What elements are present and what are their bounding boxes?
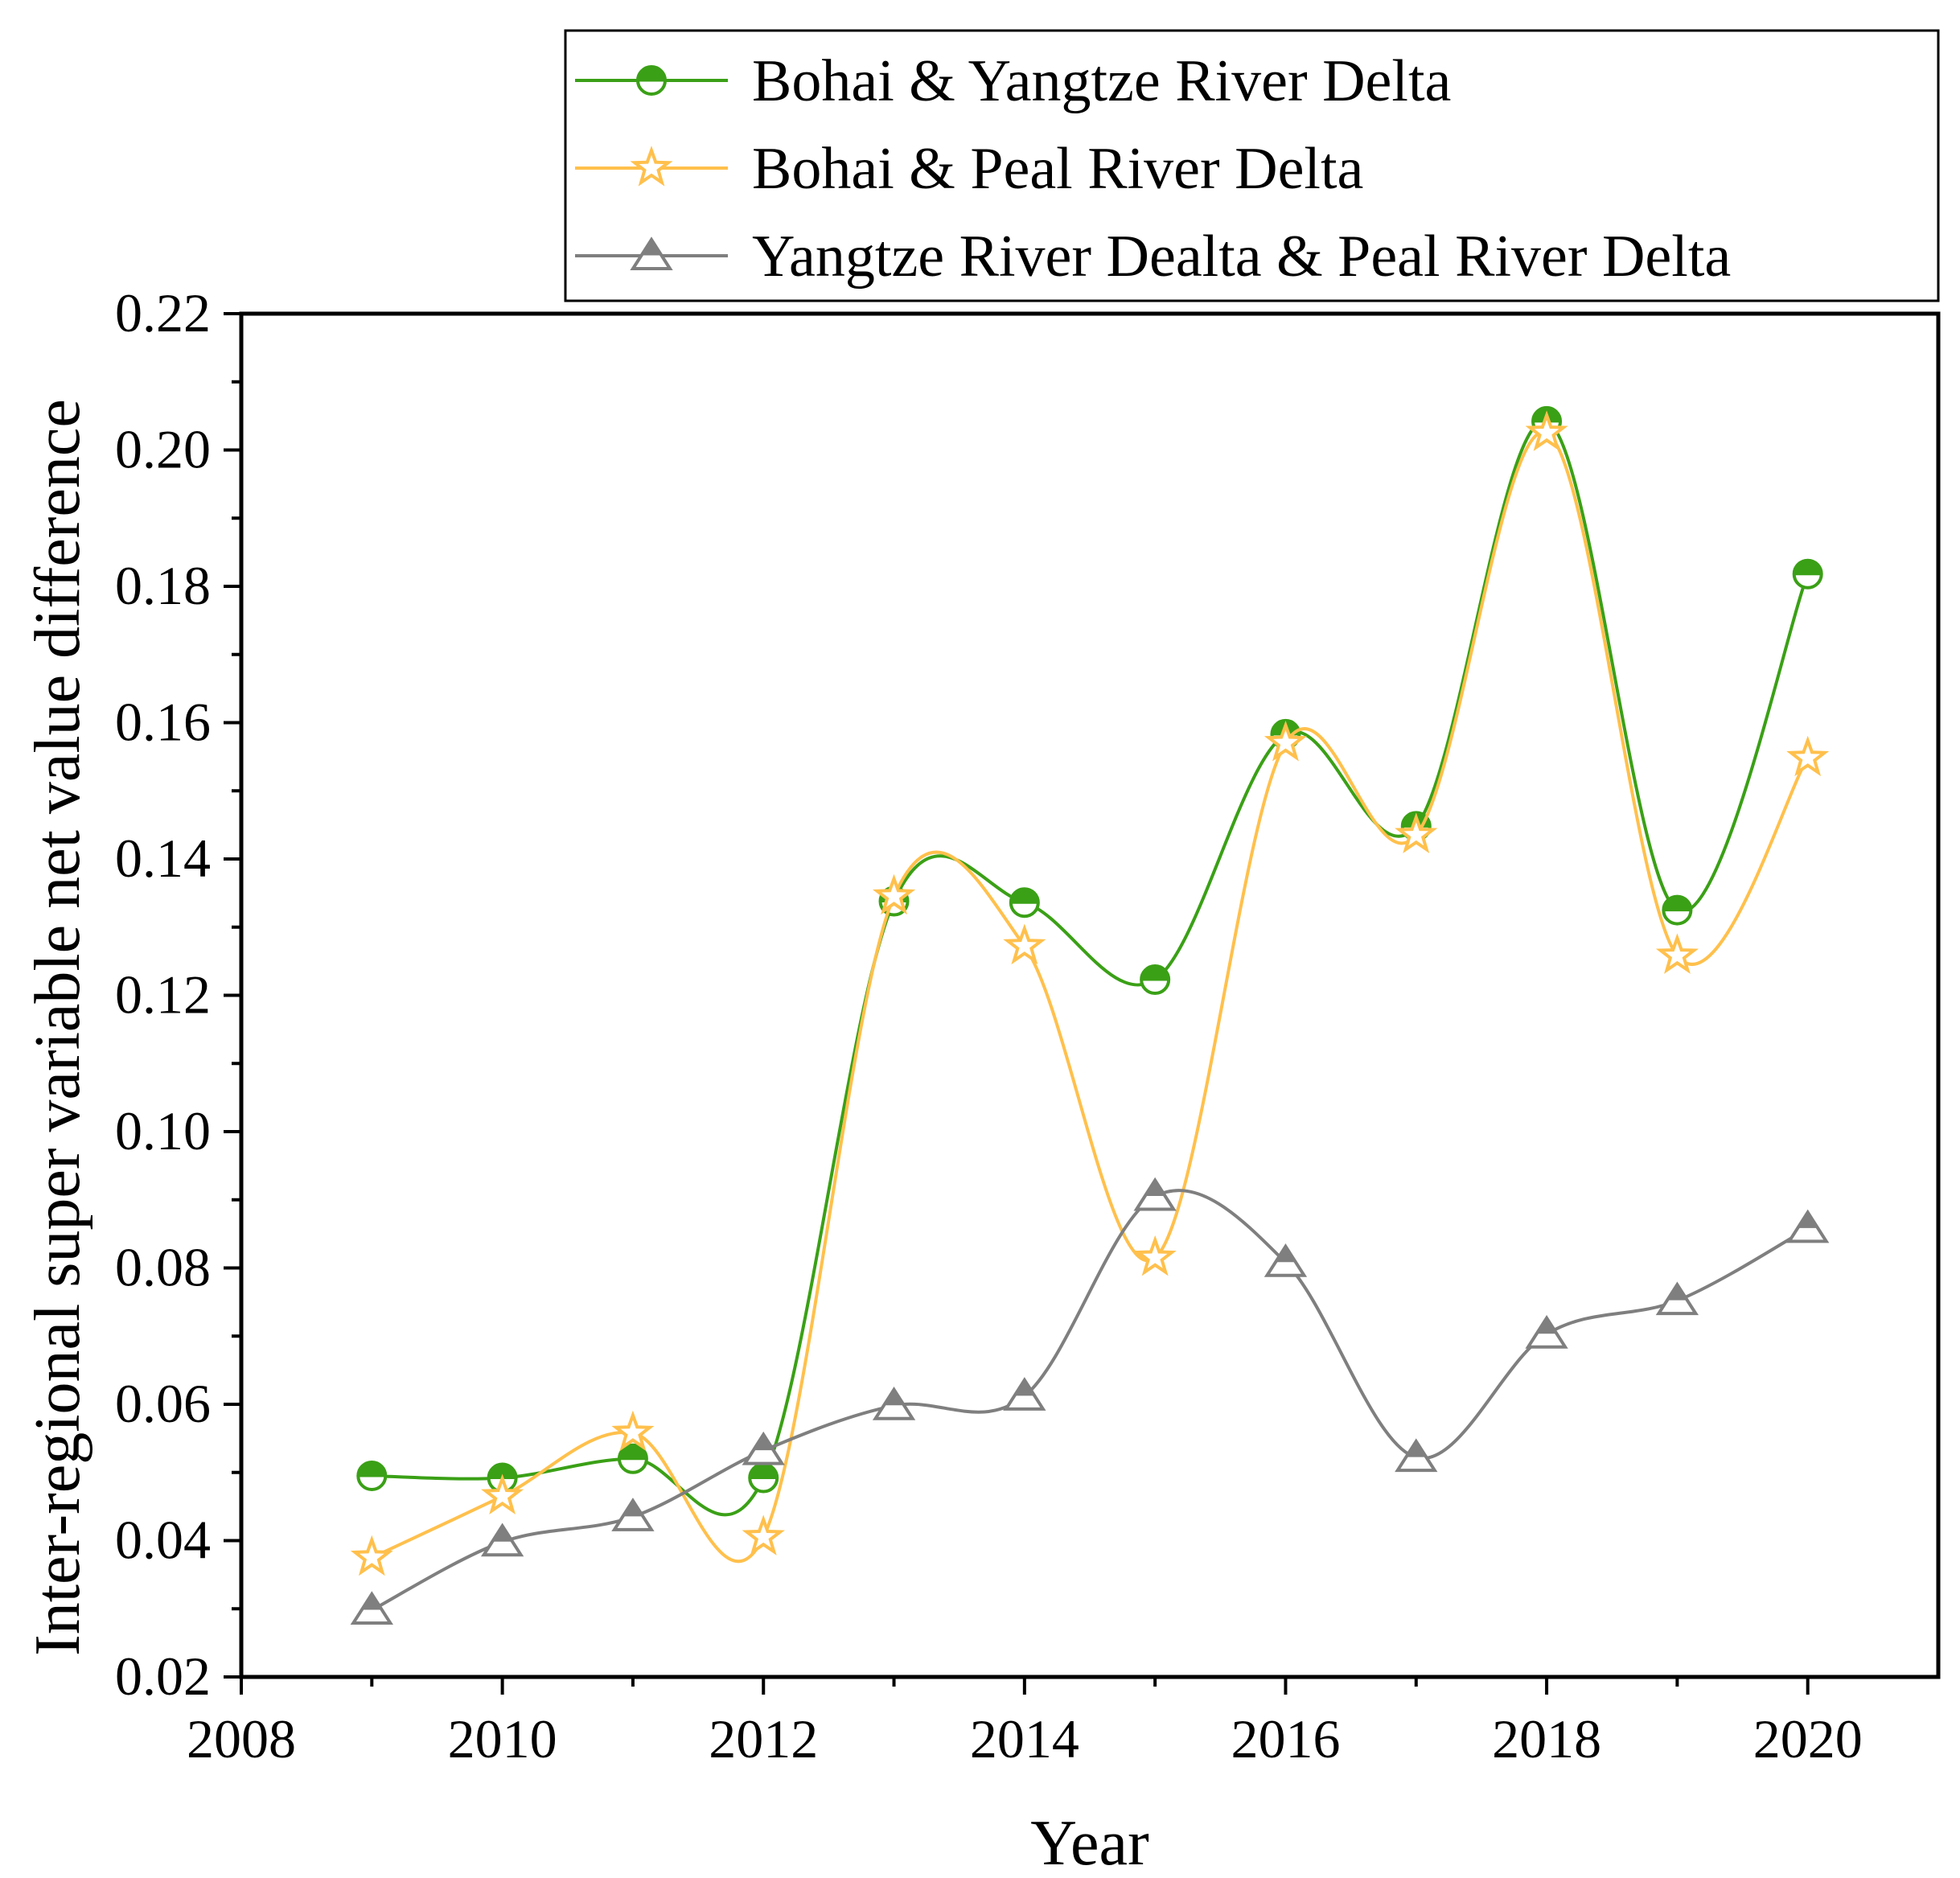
- series-1: [356, 405, 1823, 1517]
- series-layer: [350, 405, 1830, 1625]
- data-point: [1009, 887, 1040, 918]
- x-tick-label: 2008: [187, 1708, 296, 1769]
- series-3: [350, 1177, 1830, 1625]
- legend-label: Bohai & Yangtze River Delta: [752, 48, 1451, 114]
- y-tick-label: 0.18: [115, 555, 211, 616]
- data-point: [1655, 1281, 1699, 1316]
- data-point: [1395, 812, 1438, 853]
- data-point: [872, 1386, 916, 1420]
- data-point: [1655, 933, 1699, 974]
- x-tick-label: 2016: [1231, 1708, 1340, 1769]
- x-axis: 2008 2010 2012 2014 2016 2018 2020: [187, 1677, 1863, 1769]
- data-point: [872, 873, 916, 915]
- y-tick-label: 0.22: [115, 282, 211, 343]
- legend-marker: [630, 146, 673, 187]
- data-point: [1133, 1177, 1177, 1211]
- y-tick-label: 0.20: [115, 419, 211, 480]
- data-point: [350, 1535, 393, 1576]
- x-tick-label: 2018: [1492, 1708, 1601, 1769]
- data-point: [1003, 1377, 1046, 1411]
- data-point: [1792, 558, 1823, 590]
- x-axis-title: Year: [1030, 1808, 1148, 1878]
- data-point: [742, 1431, 785, 1465]
- data-point: [1786, 735, 1830, 777]
- y-tick-label: 0.16: [115, 692, 211, 753]
- x-tick-label: 2014: [970, 1708, 1079, 1769]
- legend-label: Bohai & Peal River Delta: [752, 136, 1363, 202]
- legend-marker: [636, 65, 667, 96]
- data-point: [748, 1462, 779, 1494]
- data-point: [480, 1523, 524, 1557]
- series-2: [350, 410, 1830, 1576]
- data-point: [611, 1498, 655, 1531]
- y-tick-label: 0.02: [115, 1646, 211, 1707]
- series-line: [371, 430, 1810, 1564]
- y-tick-label: 0.06: [115, 1373, 211, 1434]
- legend-item: Bohai & Peal River Delta: [575, 136, 1363, 202]
- legend-box: [564, 29, 1940, 302]
- data-point: [1395, 1438, 1438, 1473]
- y-tick-label: 0.14: [115, 828, 211, 889]
- legend: Bohai & Yangtze River Delta Bohai & Peal …: [564, 29, 1940, 302]
- legend-item: Bohai & Yangtze River Delta: [575, 48, 1451, 114]
- data-point: [1786, 1209, 1830, 1243]
- data-point: [742, 1514, 785, 1555]
- data-point: [356, 1460, 388, 1491]
- data-point: [1662, 894, 1693, 926]
- data-point: [350, 1591, 393, 1625]
- x-tick-label: 2020: [1753, 1708, 1863, 1769]
- data-point: [1264, 721, 1308, 762]
- y-tick-label: 0.12: [115, 964, 211, 1025]
- data-point: [1264, 1243, 1308, 1277]
- x-tick-label: 2012: [709, 1708, 818, 1769]
- y-tick-label: 0.04: [115, 1510, 211, 1571]
- series-line: [372, 419, 1810, 1517]
- y-axis-title: Inter-regional super variable net value …: [23, 399, 93, 1656]
- legend-label: Yangtze River Dealta & Peal River Delta: [752, 224, 1731, 290]
- data-point: [1140, 964, 1171, 996]
- legend-marker: [630, 236, 673, 270]
- legend-item: Yangtze River Dealta & Peal River Delta: [575, 224, 1731, 290]
- x-tick-label: 2010: [448, 1708, 557, 1769]
- data-point: [1525, 1314, 1568, 1349]
- data-point: [1525, 410, 1568, 451]
- data-point: [617, 1443, 648, 1474]
- data-point: [481, 1473, 524, 1515]
- series-line: [371, 1189, 1809, 1612]
- y-tick-label: 0.10: [115, 1100, 211, 1161]
- data-point: [1133, 1235, 1177, 1276]
- y-tick-label: 0.08: [115, 1237, 211, 1298]
- data-point: [1003, 923, 1046, 965]
- data-point: [611, 1410, 655, 1452]
- y-axis: 0.02 0.04 0.06 0.08 0.10 0.12 0.14 0.16 0.18 0.20…: [115, 282, 241, 1707]
